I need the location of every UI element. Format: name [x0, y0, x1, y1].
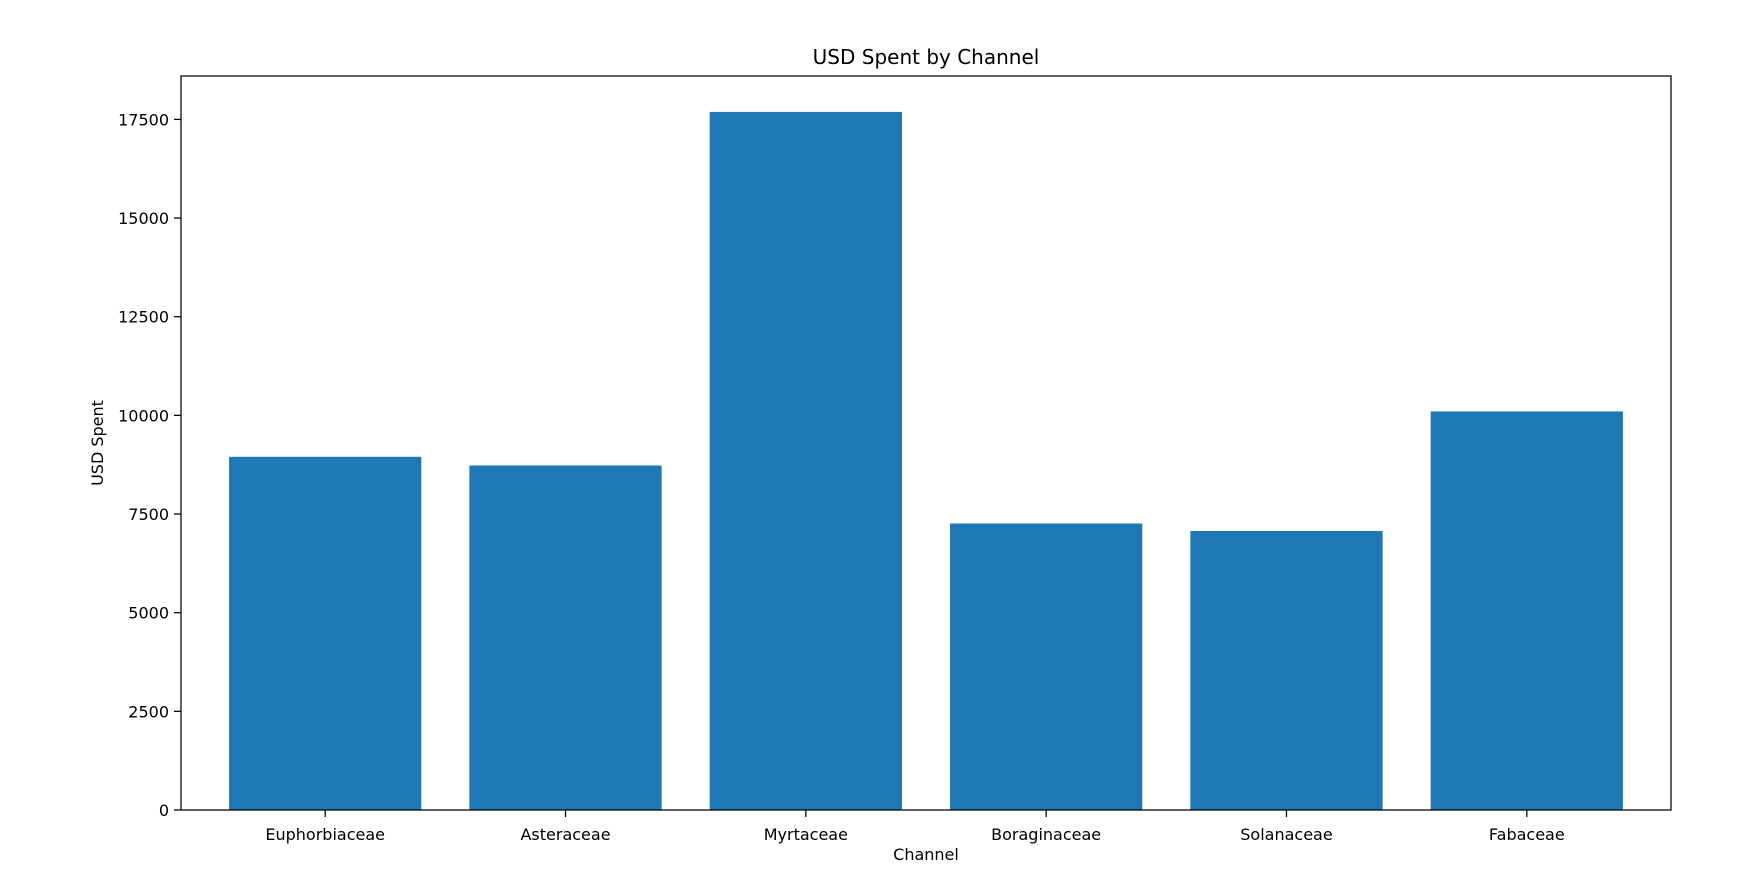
- y-tick-label: 12500: [118, 308, 169, 327]
- x-axis-title: Channel: [893, 845, 959, 864]
- y-tick-label: 17500: [118, 110, 169, 129]
- plot-frame: [180, 75, 1672, 811]
- bar-solanaceae: [1190, 531, 1383, 810]
- x-tick-label: Asteraceae: [520, 825, 610, 844]
- y-tick-label: 5000: [128, 604, 169, 623]
- y-tick-label: 2500: [128, 702, 169, 721]
- bars-group: [229, 111, 1623, 810]
- bar-asteraceae: [469, 465, 662, 810]
- y-tick-label: 7500: [128, 505, 169, 524]
- y-tick-label: 0: [159, 801, 169, 820]
- y-tick-label: 10000: [118, 406, 169, 425]
- x-axis: Euphorbiaceae Asteraceae Myrtaceae Boragina…: [265, 810, 1565, 844]
- chart-title: USD Spent by Channel: [813, 45, 1040, 69]
- x-tick-label: Boraginaceae: [991, 825, 1101, 844]
- x-tick-label: Myrtaceae: [764, 825, 848, 844]
- bar-boraginaceae: [950, 523, 1143, 810]
- bar-euphorbiaceae: [229, 456, 422, 810]
- x-tick-label: Fabaceae: [1489, 825, 1565, 844]
- x-tick-label: Solanaceae: [1240, 825, 1332, 844]
- y-axis: 0 2500 5000 7500 10000 12500 15000 17500: [118, 110, 181, 820]
- y-tick-label: 15000: [118, 209, 169, 228]
- x-tick-label: Euphorbiaceae: [265, 825, 385, 844]
- bar-myrtaceae: [709, 111, 902, 810]
- y-axis-title: USD Spent: [88, 400, 107, 486]
- bar-fabaceae: [1430, 411, 1623, 810]
